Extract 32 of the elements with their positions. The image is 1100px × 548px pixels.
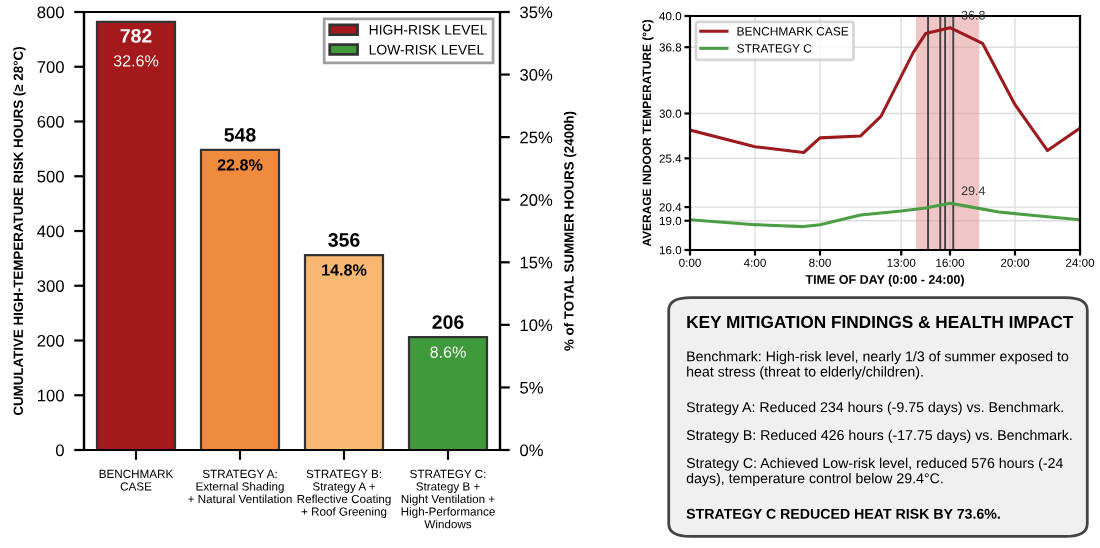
- y2-tick-label: 35%: [520, 6, 553, 19]
- text: KEY MITIGATION FINDINGS & HEALTH IMPACT: [687, 315, 1074, 329]
- y-tick-label: 700: [37, 61, 64, 73]
- y-tick-label: 200: [37, 334, 64, 347]
- y2-tick-label: 0%: [520, 444, 543, 457]
- line-series: [690, 26, 1080, 155]
- bar: [407, 336, 489, 450]
- annotation: 14.8%: [322, 264, 367, 276]
- y2-tick-label: 30%: [520, 68, 553, 81]
- bar: [95, 20, 177, 450]
- y2-tick-label: 25%: [520, 131, 553, 144]
- annotation: 8.6%: [430, 346, 466, 358]
- y-tick-label: 300: [37, 280, 64, 292]
- y2-tick-label: 5%: [520, 381, 543, 394]
- data-label: 782: [120, 28, 152, 43]
- bar: [303, 253, 385, 450]
- y-tick-label: 800: [37, 6, 64, 19]
- bar: [199, 148, 281, 450]
- data-label: 356: [328, 233, 360, 247]
- line-series: [690, 201, 1080, 229]
- annotation: 22.8%: [217, 159, 263, 171]
- data-label: 548: [224, 127, 256, 142]
- y-tick-label: 400: [37, 225, 64, 238]
- y-tick-label: 500: [37, 170, 64, 183]
- y-tick-label: 600: [37, 115, 64, 128]
- y2-tick-label: 20%: [520, 194, 553, 206]
- y-tick-label: 100: [38, 389, 64, 402]
- y2-tick-label: 15%: [520, 256, 553, 269]
- y2-tick-label: 10%: [520, 319, 553, 332]
- data-label: 206: [432, 315, 464, 329]
- y-tick-label: 0: [55, 444, 64, 457]
- annotation: 32.6%: [113, 55, 159, 67]
